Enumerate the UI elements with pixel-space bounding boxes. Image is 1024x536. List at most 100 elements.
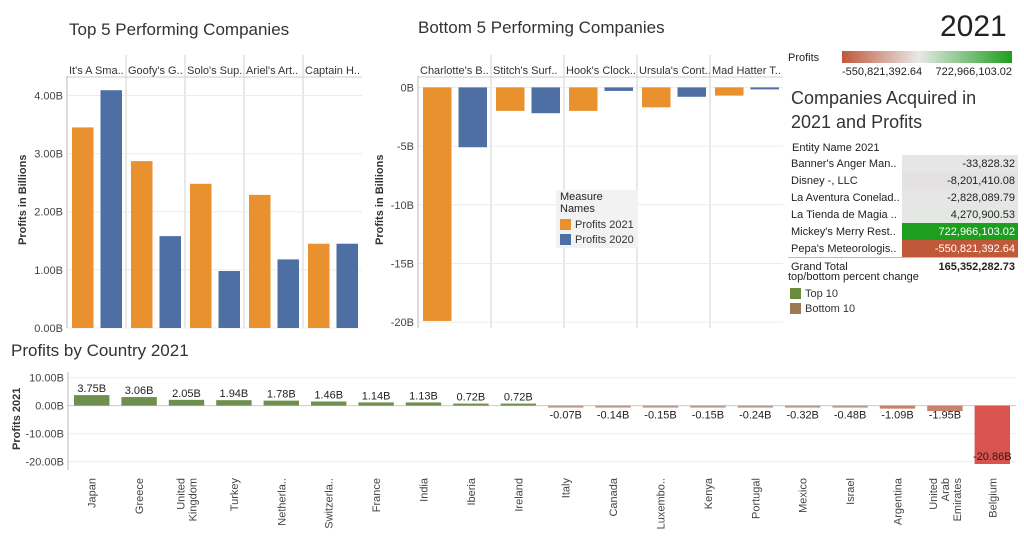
entity-profit: -33,828.32 bbox=[902, 155, 1018, 172]
bar-2021 bbox=[72, 127, 94, 328]
category-label: Kenya bbox=[703, 477, 715, 509]
profits-scale-label: Profits bbox=[788, 52, 820, 64]
profits-scale-max: 722,966,103.02 bbox=[935, 66, 1012, 78]
legend-item-top-10[interactable]: Top 10 bbox=[790, 286, 855, 301]
table-row[interactable]: La Aventura Conelad.. -2,828,089.79 bbox=[788, 189, 1018, 206]
country-bar bbox=[548, 405, 584, 408]
category-label: Luxembo.. bbox=[656, 478, 668, 529]
legend-item-profits-2021[interactable]: Profits 2021 bbox=[560, 217, 634, 232]
change-legend-title: top/bottom percent change bbox=[788, 271, 919, 283]
category-label: United bbox=[928, 478, 940, 510]
acquired-header: Entity Name 2021 bbox=[792, 142, 880, 154]
y-tick-label: 2.00B bbox=[34, 207, 63, 219]
data-label: 1.78B bbox=[267, 389, 296, 401]
category-label: France bbox=[371, 478, 383, 512]
bar-2021 bbox=[642, 87, 671, 108]
data-label: -0.15B bbox=[644, 410, 676, 422]
data-label: 0.72B bbox=[504, 392, 533, 404]
profits-scale-min: -550,821,392.64 bbox=[842, 66, 923, 78]
country-bar bbox=[927, 405, 963, 412]
data-label: -1.09B bbox=[881, 410, 913, 422]
data-label: -0.24B bbox=[739, 410, 771, 422]
data-label: 0.72B bbox=[457, 392, 486, 404]
entity-name: La Aventura Conelad.. bbox=[791, 191, 900, 204]
table-row[interactable]: Mickey's Merry Rest.. 722,966,103.02 bbox=[788, 223, 1018, 240]
y-tick-label: -20.00B bbox=[25, 457, 64, 469]
y-tick-label: 1.00B bbox=[34, 265, 63, 277]
data-label: -20.86B bbox=[973, 451, 1012, 463]
y-tick-label: -5B bbox=[397, 141, 414, 153]
country-chart: 10.00B 0.00B -10.00B -20.00B 3.75B Japan 3.06B… bbox=[25, 372, 1016, 529]
country-bar bbox=[879, 405, 916, 409]
category-label: India bbox=[419, 477, 431, 502]
data-label: -0.15B bbox=[692, 410, 724, 422]
data-label: -0.14B bbox=[597, 410, 629, 422]
category-label: Greece bbox=[134, 478, 146, 514]
data-label: -0.07B bbox=[549, 410, 581, 422]
legend-swatch bbox=[790, 303, 801, 314]
entity-name: Banner's Anger Man.. bbox=[791, 157, 897, 170]
category-label: Switzerla.. bbox=[324, 478, 336, 529]
data-label: 1.46B bbox=[314, 390, 343, 402]
country-bar bbox=[785, 405, 821, 408]
legend-item-bottom-10[interactable]: Bottom 10 bbox=[790, 301, 855, 316]
bar-2021 bbox=[496, 87, 525, 111]
bottom5-title: Bottom 5 Performing Companies bbox=[418, 18, 665, 37]
category-label: Belgium bbox=[987, 478, 999, 518]
bar-2020 bbox=[677, 87, 706, 97]
country-bar bbox=[121, 397, 157, 406]
top5-chart: It's A Sma.. Goofy's G.. Solo's Sup.. Ariel… bbox=[34, 55, 362, 335]
bar-2021 bbox=[715, 87, 744, 96]
category-label: Charlotte's B.. bbox=[420, 65, 489, 77]
country-bar bbox=[974, 405, 1010, 465]
legend-item-profits-2020[interactable]: Profits 2020 bbox=[560, 232, 634, 247]
entity-profit: -8,201,410.08 bbox=[902, 172, 1018, 189]
country-bar bbox=[311, 401, 347, 406]
y-tick-label: -10.00B bbox=[25, 429, 64, 441]
country-bar bbox=[405, 402, 442, 406]
data-label: -0.32B bbox=[786, 410, 818, 422]
legend-swatch bbox=[560, 234, 571, 245]
category-label: Israel bbox=[845, 478, 857, 505]
measure-legend-title: Measure Names bbox=[560, 191, 603, 215]
entity-profit: 4,270,900.53 bbox=[902, 206, 1018, 223]
country-bar bbox=[74, 395, 110, 406]
entity-name: Pepa's Meteorologis.. bbox=[791, 242, 897, 255]
entity-name: Disney -, LLC bbox=[791, 174, 858, 187]
country-bar bbox=[168, 399, 205, 406]
country-bar bbox=[737, 405, 773, 408]
data-label: 1.94B bbox=[220, 388, 249, 400]
table-row[interactable]: Pepa's Meteorologis.. -550,821,392.64 bbox=[788, 240, 1018, 258]
legend-label: Top 10 bbox=[805, 287, 839, 300]
y-tick-label: -20B bbox=[391, 317, 414, 329]
bottom5-chart: Charlotte's B.. Stitch's Surf.. Hook's Clo… bbox=[391, 55, 783, 329]
bar-2020 bbox=[159, 236, 181, 328]
data-label: 1.13B bbox=[409, 390, 438, 402]
table-row[interactable]: Disney -, LLC -8,201,410.08 bbox=[788, 172, 1018, 189]
change-legend: Top 10 Bottom 10 bbox=[790, 286, 855, 316]
data-label: -0.48B bbox=[834, 410, 866, 422]
category-label: Mad Hatter T.. bbox=[712, 65, 781, 77]
bar-2020 bbox=[458, 87, 487, 148]
country-bar bbox=[595, 405, 631, 408]
category-label: Goofy's G.. bbox=[128, 65, 183, 77]
grand-total-row: Grand Total 165,352,282.73 bbox=[788, 257, 1018, 276]
bar-2021 bbox=[131, 161, 153, 328]
legend-label: Profits 2021 bbox=[575, 218, 634, 231]
data-label: 1.14B bbox=[362, 390, 391, 402]
legend-swatch bbox=[560, 219, 571, 230]
legend-label: Bottom 10 bbox=[805, 302, 856, 315]
acquired-title: Companies Acquired in 2021 and Profits bbox=[791, 86, 976, 134]
table-row[interactable]: Banner's Anger Man.. -33,828.32 bbox=[788, 155, 1018, 172]
category-label: Ireland bbox=[513, 478, 525, 512]
bar-2020 bbox=[218, 271, 240, 328]
country-bar bbox=[358, 402, 394, 406]
category-label: Arab bbox=[940, 478, 952, 501]
profits-color-ramp[interactable] bbox=[842, 51, 1012, 63]
country-bar bbox=[216, 400, 252, 406]
country-bar bbox=[500, 403, 536, 406]
bar-2021 bbox=[423, 87, 452, 321]
table-row[interactable]: La Tienda de Magia .. 4,270,900.53 bbox=[788, 206, 1018, 223]
entity-profit: -550,821,392.64 bbox=[902, 240, 1018, 258]
y-tick-label: 0.00B bbox=[34, 323, 63, 335]
